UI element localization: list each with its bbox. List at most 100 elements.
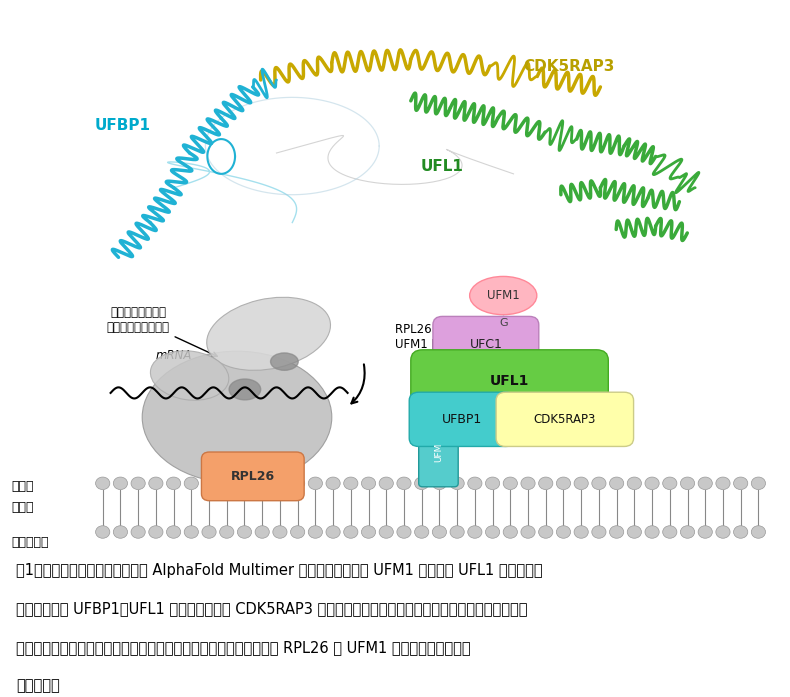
Ellipse shape <box>207 297 330 370</box>
Circle shape <box>503 477 517 489</box>
Circle shape <box>361 526 375 538</box>
Circle shape <box>698 477 713 489</box>
Text: UFC1: UFC1 <box>469 338 502 351</box>
Ellipse shape <box>469 277 537 314</box>
Circle shape <box>627 477 641 489</box>
Circle shape <box>468 477 482 489</box>
Text: RPL26 に
UFM1 が付加: RPL26 に UFM1 が付加 <box>395 323 453 351</box>
Ellipse shape <box>229 379 261 400</box>
Text: CDK5RAP3: CDK5RAP3 <box>523 59 615 74</box>
Text: 図1：（上）人工知能プログラム AlphaFold Multimer により予測された UFM1 連結酵素 UFL1 と小胞体局: 図1：（上）人工知能プログラム AlphaFold Multimer により予測… <box>16 563 543 579</box>
Circle shape <box>415 477 429 489</box>
Circle shape <box>432 526 446 538</box>
Circle shape <box>503 526 517 538</box>
Circle shape <box>734 526 748 538</box>
Circle shape <box>521 526 535 538</box>
Text: RPL26: RPL26 <box>231 470 275 483</box>
Circle shape <box>397 526 411 538</box>
Circle shape <box>716 477 730 489</box>
Circle shape <box>113 477 127 489</box>
Text: わかった。: わかった。 <box>16 678 59 693</box>
Circle shape <box>556 526 570 538</box>
Circle shape <box>273 526 287 538</box>
Circle shape <box>751 526 766 538</box>
Ellipse shape <box>142 351 332 483</box>
Circle shape <box>716 526 730 538</box>
Text: 小胞体: 小胞体 <box>12 501 34 514</box>
Text: UFL1: UFL1 <box>490 374 529 388</box>
Text: UFL1: UFL1 <box>421 160 464 174</box>
Circle shape <box>663 526 677 538</box>
Circle shape <box>556 477 570 489</box>
Circle shape <box>96 477 110 489</box>
Circle shape <box>96 526 110 538</box>
Circle shape <box>237 526 251 538</box>
Text: 小胞体内腔: 小胞体内腔 <box>12 536 49 549</box>
Text: UFBP1: UFBP1 <box>95 118 150 132</box>
Circle shape <box>113 526 127 538</box>
Circle shape <box>149 526 163 538</box>
FancyBboxPatch shape <box>201 452 304 500</box>
Circle shape <box>344 526 358 538</box>
Circle shape <box>680 477 694 489</box>
Circle shape <box>432 477 446 489</box>
Circle shape <box>574 477 589 489</box>
Circle shape <box>663 477 677 489</box>
Circle shape <box>361 477 375 489</box>
FancyBboxPatch shape <box>411 350 608 413</box>
Circle shape <box>308 477 322 489</box>
Circle shape <box>291 477 305 489</box>
Circle shape <box>592 526 606 538</box>
Ellipse shape <box>270 353 298 370</box>
Circle shape <box>521 477 535 489</box>
Circle shape <box>379 526 393 538</box>
Circle shape <box>255 477 269 489</box>
Circle shape <box>486 477 500 489</box>
FancyBboxPatch shape <box>409 392 515 447</box>
Circle shape <box>751 477 766 489</box>
Circle shape <box>273 477 287 489</box>
FancyBboxPatch shape <box>496 392 634 447</box>
Circle shape <box>379 477 393 489</box>
FancyBboxPatch shape <box>419 431 458 487</box>
Circle shape <box>486 526 500 538</box>
Text: 在たんぽく質 UFBP1、UFL1 結合たんぽく質 CDK5RAP3 の高精度三者複合体構造。（下）構造予測を基盤に、: 在たんぽく質 UFBP1、UFL1 結合たんぽく質 CDK5RAP3 の高精度三… <box>16 602 527 617</box>
Circle shape <box>131 526 145 538</box>
Circle shape <box>308 526 322 538</box>
Circle shape <box>291 526 305 538</box>
Circle shape <box>220 477 234 489</box>
Circle shape <box>202 477 216 489</box>
Circle shape <box>680 526 694 538</box>
Circle shape <box>167 477 181 489</box>
Text: 細胞質: 細胞質 <box>12 480 34 493</box>
Text: G: G <box>499 319 507 328</box>
Text: UFBP1: UFBP1 <box>442 413 482 426</box>
Circle shape <box>184 526 198 538</box>
Text: UFM: UFM <box>434 443 443 461</box>
Circle shape <box>627 526 641 538</box>
Circle shape <box>344 477 358 489</box>
Circle shape <box>415 526 429 538</box>
Text: UFM1: UFM1 <box>487 289 520 302</box>
Circle shape <box>184 477 198 489</box>
Text: 小胞体上で翻訳が
停止したリボソーム: 小胞体上で翻訳が 停止したリボソーム <box>107 306 217 356</box>
Circle shape <box>397 477 411 489</box>
Circle shape <box>698 526 713 538</box>
Circle shape <box>149 477 163 489</box>
Circle shape <box>539 526 553 538</box>
Circle shape <box>645 477 659 489</box>
Circle shape <box>610 477 624 489</box>
Text: CDK5RAP3: CDK5RAP3 <box>534 413 596 426</box>
Text: mRNA: mRNA <box>156 348 192 362</box>
Circle shape <box>450 477 465 489</box>
Circle shape <box>167 526 181 538</box>
Circle shape <box>131 477 145 489</box>
Circle shape <box>539 477 553 489</box>
Circle shape <box>645 526 659 538</box>
Circle shape <box>468 526 482 538</box>
Circle shape <box>220 526 234 538</box>
Circle shape <box>610 526 624 538</box>
Circle shape <box>574 526 589 538</box>
Circle shape <box>237 477 251 489</box>
FancyBboxPatch shape <box>433 316 539 372</box>
